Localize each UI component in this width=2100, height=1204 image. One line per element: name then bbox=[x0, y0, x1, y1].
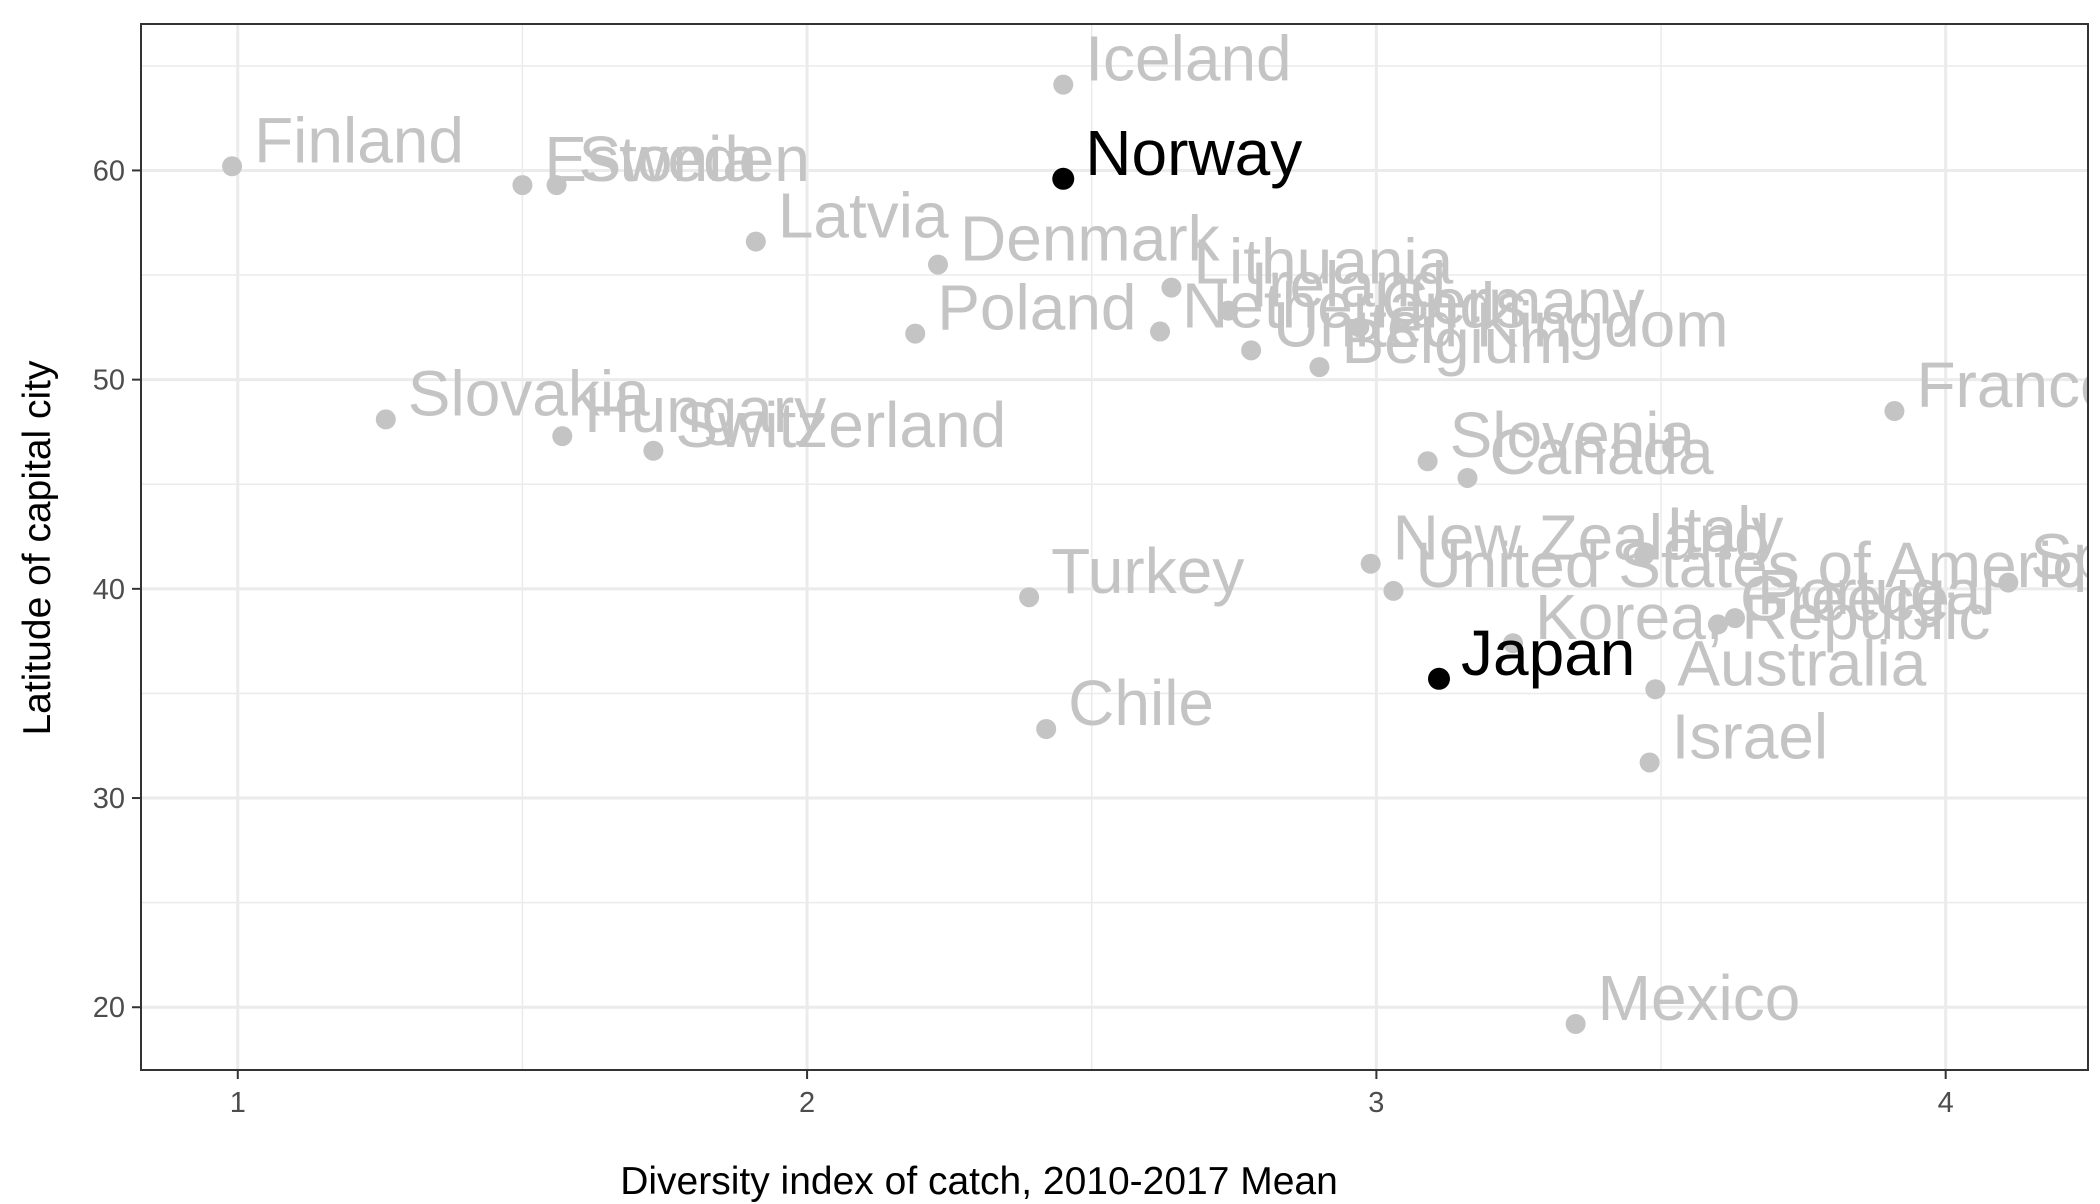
point-label-poland: Poland bbox=[937, 272, 1136, 344]
point-portugal bbox=[1725, 608, 1746, 629]
point-label-france: France bbox=[1916, 349, 2100, 421]
point-united-kingdom bbox=[1241, 340, 1262, 361]
point-slovenia bbox=[1417, 451, 1438, 472]
point-label-italy: Italy bbox=[1666, 493, 1783, 565]
point-iceland bbox=[1053, 74, 1074, 95]
point-turkey bbox=[1019, 587, 1040, 608]
point-canada bbox=[1457, 467, 1478, 488]
x-tick-label: 1 bbox=[230, 1087, 246, 1119]
point-hungary bbox=[552, 426, 573, 447]
point-label-norway: Norway bbox=[1085, 117, 1302, 189]
point-label-israel: Israel bbox=[1672, 700, 1829, 772]
point-label-lithuania: Lithuania bbox=[1193, 226, 1453, 298]
point-label-portugal: Portugal bbox=[1757, 556, 1995, 628]
point-germany bbox=[1349, 317, 1370, 338]
grid-lines bbox=[141, 24, 2088, 1070]
y-tick-label: 40 bbox=[93, 574, 125, 606]
point-label-united-kingdom: United Kingdom bbox=[1273, 288, 1728, 360]
point-greece bbox=[1707, 614, 1728, 635]
point-label-ireland: Ireland bbox=[1250, 249, 1446, 321]
point-label-new-zealand: New Zealand bbox=[1393, 502, 1770, 574]
point-israel bbox=[1639, 752, 1660, 773]
point-australia bbox=[1645, 679, 1666, 700]
point-label-slovakia: Slovakia bbox=[408, 357, 650, 429]
point-ireland bbox=[1218, 300, 1239, 321]
point-label-denmark: Denmark bbox=[960, 203, 1221, 275]
y-tick-label: 20 bbox=[93, 992, 125, 1024]
y-tick-label: 30 bbox=[93, 783, 125, 815]
point-label-canada: Canada bbox=[1489, 416, 1714, 488]
point-united-states-of-america bbox=[1383, 580, 1404, 601]
axes: 1 2 3 4 20 30 40 50 60 bbox=[93, 155, 1954, 1119]
point-latvia bbox=[745, 231, 766, 252]
x-tick-label: 3 bbox=[1368, 1087, 1384, 1119]
point-label-mexico: Mexico bbox=[1598, 962, 1801, 1034]
point-new-zealand bbox=[1360, 553, 1381, 574]
x-tick-label: 4 bbox=[1938, 1087, 1954, 1119]
point-label-chile: Chile bbox=[1068, 667, 1214, 739]
point-estonia bbox=[512, 175, 533, 196]
point-label-finland: Finland bbox=[254, 104, 464, 176]
point-japan bbox=[1428, 667, 1450, 690]
y-tick-label: 60 bbox=[93, 155, 125, 187]
point-belgium bbox=[1309, 357, 1330, 378]
point-label-australia: Australia bbox=[1677, 627, 1926, 699]
point-label-japan: Japan bbox=[1461, 617, 1635, 689]
point-label-united-states-of-america: United States of America bbox=[1415, 529, 2100, 601]
point-label-germany: Germany bbox=[1381, 265, 1644, 337]
point-label-spain: Spain bbox=[2030, 521, 2100, 593]
point-label-iceland: Iceland bbox=[1085, 23, 1291, 95]
point-label-belgium: Belgium bbox=[1341, 305, 1572, 377]
point-italy bbox=[1633, 545, 1654, 566]
y-axis-title: Latitude of capital city bbox=[16, 360, 59, 736]
point-label-korea-republic: Korea, Republic bbox=[1535, 581, 1990, 653]
point-label-estonia: Estonia bbox=[544, 123, 758, 195]
point-mexico bbox=[1565, 1013, 1586, 1034]
point-slovakia bbox=[375, 409, 396, 430]
y-tick-label: 50 bbox=[93, 365, 125, 397]
point-france bbox=[1884, 401, 1905, 422]
point-finland bbox=[222, 156, 243, 177]
point-chile bbox=[1036, 719, 1057, 740]
point-label-slovenia: Slovenia bbox=[1450, 399, 1696, 471]
point-label-hungary: Hungary bbox=[584, 374, 826, 446]
point-label-greece: Greece bbox=[1740, 562, 1950, 634]
point-label-switzerland: Switzerland bbox=[675, 389, 1006, 461]
point-label-sweden: Sweden bbox=[579, 123, 810, 195]
point-switzerland bbox=[643, 440, 664, 461]
point-korea-republic bbox=[1503, 633, 1524, 654]
x-axis-title: Diversity index of catch, 2010-2017 Mean bbox=[620, 1160, 1338, 1203]
point-spain bbox=[1998, 572, 2019, 593]
point-sweden bbox=[546, 175, 567, 196]
point-norway bbox=[1052, 167, 1075, 190]
point-netherlands bbox=[1150, 321, 1171, 342]
point-lithuania bbox=[1161, 277, 1182, 298]
point-denmark bbox=[928, 254, 949, 275]
point-poland bbox=[905, 323, 926, 344]
point-label-turkey: Turkey bbox=[1051, 535, 1244, 607]
x-tick-label: 2 bbox=[799, 1087, 815, 1119]
point-label-latvia: Latvia bbox=[778, 180, 949, 252]
panel-border bbox=[140, 23, 2089, 1071]
